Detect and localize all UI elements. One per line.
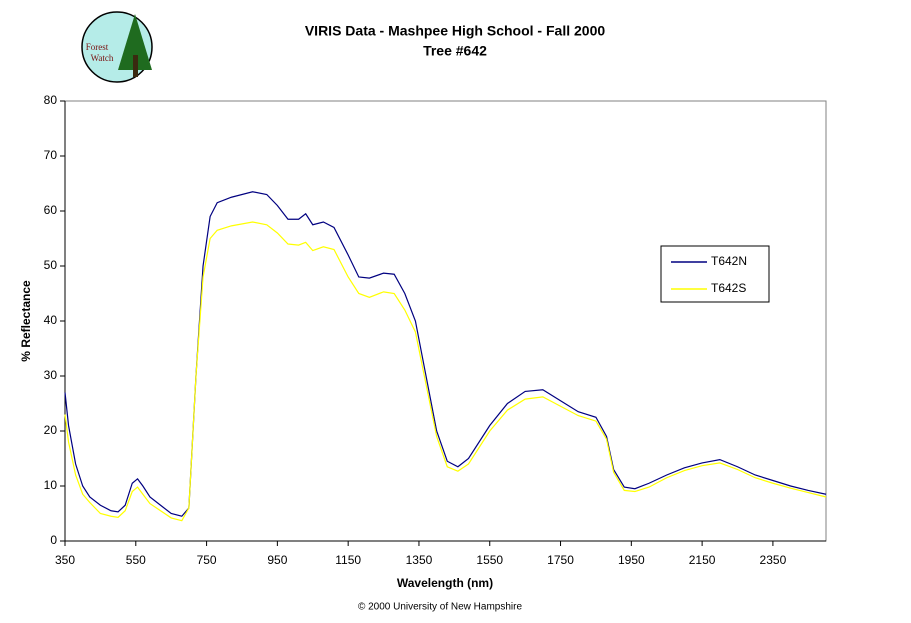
- y-tick-label: 0: [50, 533, 57, 547]
- logo-text: Forest: [86, 42, 109, 52]
- y-tick-label: 20: [44, 423, 58, 437]
- logo-text: Watch: [91, 53, 114, 63]
- x-tick-label: 2350: [760, 553, 787, 567]
- y-tick-label: 60: [44, 203, 58, 217]
- y-tick-label: 10: [44, 478, 58, 492]
- x-axis-label: Wavelength (nm): [397, 576, 493, 590]
- x-tick-label: 1550: [476, 553, 503, 567]
- x-tick-label: 1350: [406, 553, 433, 567]
- x-tick-label: 1950: [618, 553, 645, 567]
- y-axis-label: % Reflectance: [19, 280, 33, 362]
- chart-subtitle: Tree #642: [423, 43, 487, 59]
- x-tick-label: 550: [126, 553, 146, 567]
- data-line: [64, 191, 827, 517]
- y-tick-label: 30: [44, 368, 58, 382]
- legend-label: T642N: [711, 254, 747, 268]
- x-tick-label: 2150: [689, 553, 716, 567]
- y-tick-label: 40: [44, 313, 58, 327]
- x-tick-label: 1750: [547, 553, 574, 567]
- data-line: [64, 221, 827, 522]
- y-tick-label: 80: [44, 93, 58, 107]
- plot-area: [64, 100, 827, 542]
- x-tick-label: 1150: [335, 553, 361, 567]
- chart-title: VIRIS Data - Mashpee High School - Fall …: [305, 23, 606, 39]
- x-tick-label: 350: [55, 553, 75, 567]
- legend: [660, 245, 770, 303]
- y-tick-label: 70: [44, 148, 58, 162]
- x-tick-label: 950: [267, 553, 287, 567]
- y-tick-label: 50: [44, 258, 58, 272]
- copyright: © 2000 University of New Hampshire: [358, 602, 523, 613]
- logo: Forest Watch: [81, 11, 153, 83]
- legend-label: T642S: [711, 281, 746, 295]
- x-tick-label: 750: [197, 553, 217, 567]
